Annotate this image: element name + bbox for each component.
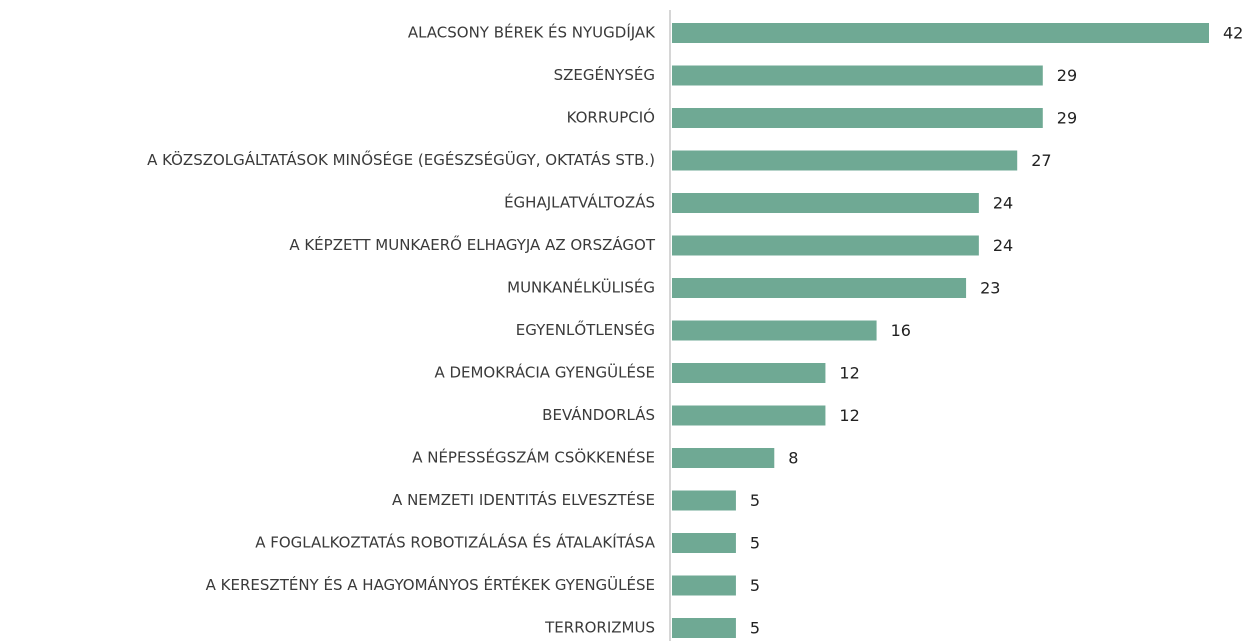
value-label: 8 [788, 449, 798, 468]
bar [672, 448, 775, 468]
value-label: 5 [750, 619, 760, 638]
bar [672, 490, 736, 511]
bar [672, 533, 736, 553]
bar [672, 320, 877, 341]
bar [672, 363, 826, 383]
category-label: A FOGLALKOZTATÁS ROBOTIZÁLÁSA ÉS ÁTALAKÍ… [255, 533, 656, 552]
category-label: ALACSONY BÉREK ÉS NYUGDÍJAK [408, 23, 656, 42]
bar [672, 235, 979, 256]
value-label: 24 [993, 236, 1013, 255]
category-label: A KÖZSZOLGÁLTATÁSOK MINŐSÉGE (EGÉSZSÉGÜG… [147, 149, 655, 169]
value-label: 29 [1057, 66, 1077, 85]
value-label: 12 [839, 406, 859, 425]
bar [672, 108, 1043, 128]
bar [672, 193, 979, 213]
bar [672, 150, 1018, 171]
value-label: 27 [1031, 151, 1051, 170]
category-label: A NEMZETI IDENTITÁS ELVESZTÉSE [392, 490, 655, 509]
value-label: 12 [839, 364, 859, 383]
value-label: 29 [1057, 109, 1077, 128]
value-label: 23 [980, 279, 1000, 298]
value-label: 42 [1223, 24, 1243, 43]
value-label: 5 [750, 491, 760, 510]
category-label: BEVÁNDORLÁS [542, 405, 655, 424]
category-label: KORRUPCIÓ [567, 108, 655, 127]
category-label: TERRORIZMUS [544, 619, 655, 637]
category-label: A KERESZTÉNY ÉS A HAGYOMÁNYOS ÉRTÉKEK GY… [206, 575, 655, 594]
category-label: A DEMOKRÁCIA GYENGÜLÉSE [434, 363, 655, 382]
category-label: ÉGHAJLATVÁLTOZÁS [504, 193, 655, 212]
bar [672, 23, 1209, 43]
value-label: 5 [750, 576, 760, 595]
category-label: MUNKANÉLKÜLISÉG [507, 278, 655, 297]
category-label: A NÉPESSÉGSZÁM CSÖKKENÉSE [412, 448, 655, 467]
bar [672, 618, 736, 638]
value-label: 5 [750, 534, 760, 553]
category-label: A KÉPZETT MUNKAERŐ ELHAGYJA AZ ORSZÁGOT [289, 234, 656, 254]
value-label: 24 [993, 194, 1013, 213]
bar [672, 278, 967, 298]
bar [672, 65, 1043, 86]
category-label: EGYENLŐTLENSÉG [516, 319, 655, 339]
category-label: SZEGÉNYSÉG [554, 65, 655, 84]
value-label: 16 [891, 321, 911, 340]
bar [672, 405, 826, 426]
bar [672, 575, 736, 596]
